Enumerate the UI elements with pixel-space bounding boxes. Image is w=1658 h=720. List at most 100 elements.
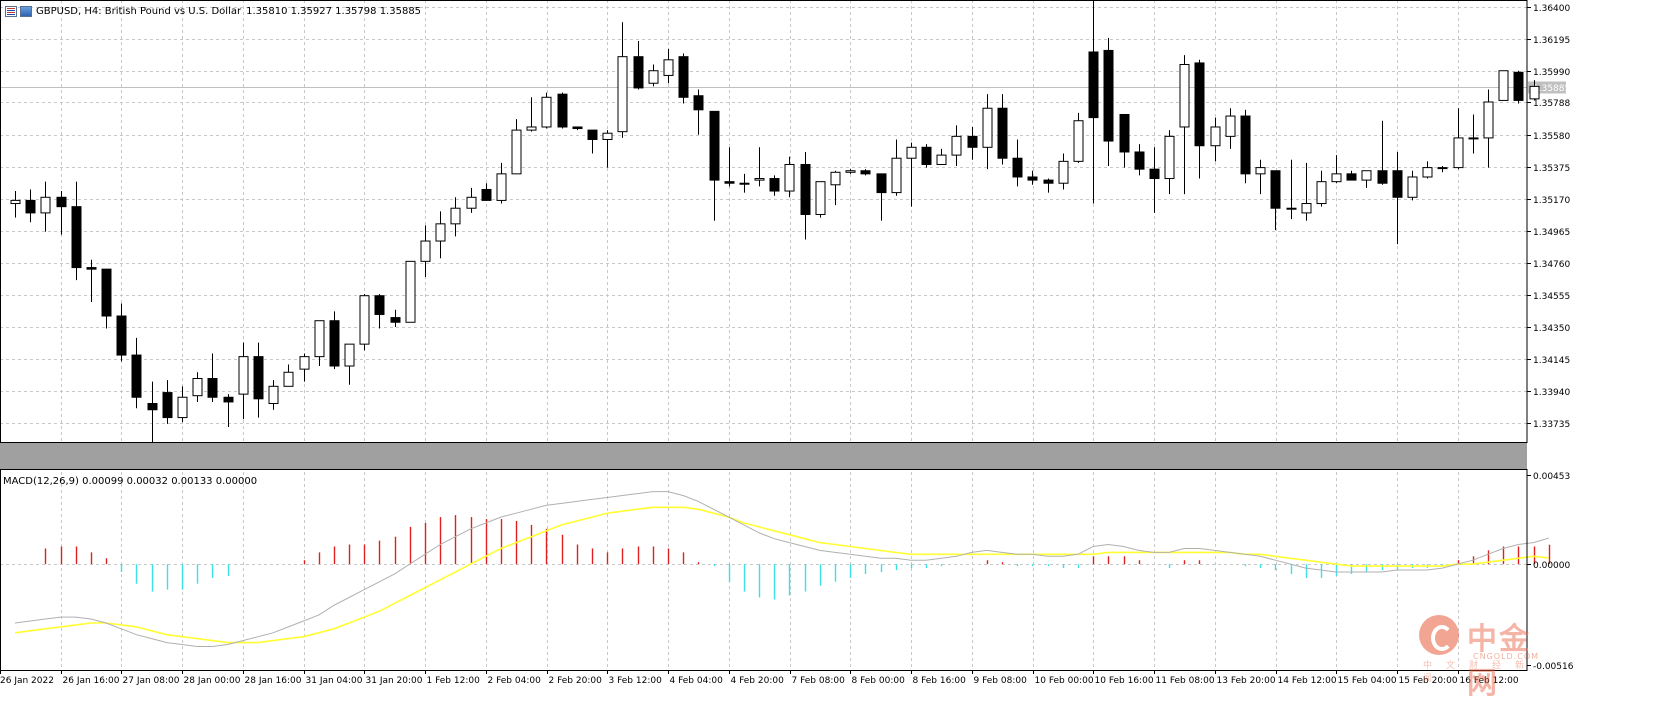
chart-window-icon[interactable] [5, 5, 17, 17]
candle-body [1377, 170, 1388, 184]
candle-body [1164, 135, 1175, 180]
time-tick-label: 26 Jan 2022 [0, 676, 54, 686]
chart-frames [0, 0, 1528, 671]
macd-label: MACD(12,26,9) 0.00099 0.00032 0.00133 0.… [3, 476, 258, 487]
price-tick-label: 1.36195 [1533, 36, 1570, 46]
macd-histogram [44, 515, 1551, 600]
candle-body [299, 356, 310, 370]
candle-body [784, 163, 795, 192]
candle-body [541, 96, 552, 128]
candle-body [116, 315, 127, 356]
candle-body [207, 378, 218, 398]
candle-body [800, 163, 811, 215]
candle-body [587, 129, 598, 140]
candle-body [268, 385, 279, 405]
candle-body [1073, 120, 1084, 162]
candle-body [982, 107, 993, 148]
candle-body [602, 132, 613, 140]
price-tick-label: 1.36400 [1533, 4, 1570, 14]
candle-body [496, 173, 507, 201]
candle-body [860, 170, 871, 175]
time-tick-label: 10 Feb 16:00 [1095, 676, 1154, 686]
time-axis: 26 Jan 2022 26 Jan 16:00 27 Jan 08:00 28 Ja… [0, 670, 1519, 686]
candle-body [1529, 85, 1540, 100]
candle-body [1301, 203, 1312, 214]
candle-body [101, 268, 112, 317]
candle-body [344, 343, 355, 367]
price-tick-label: 1.34965 [1533, 228, 1570, 238]
candle-body [1422, 167, 1433, 178]
time-tick-label: 2 Feb 04:00 [488, 676, 542, 686]
time-tick-label: 28 Jan 00:00 [184, 676, 241, 686]
candle-body [1513, 71, 1524, 101]
candle-body [1498, 70, 1509, 101]
candle-body [1361, 170, 1372, 181]
candle-body [663, 59, 674, 76]
macd-tick-label: -0.00516 [1533, 662, 1574, 672]
time-tick-label: 7 Feb 08:00 [792, 676, 846, 686]
chart-header: GBPUSD, H4: British Pound vs U.S. Dollar… [0, 4, 426, 18]
candle-body [754, 178, 765, 181]
time-tick-label: 8 Feb 00:00 [852, 676, 906, 686]
time-tick-label: 10 Feb 00:00 [1035, 676, 1094, 686]
candle-body [435, 223, 446, 242]
candle-body [1058, 160, 1069, 184]
candle-body [192, 378, 203, 397]
candle-body [1240, 115, 1251, 175]
candle-body [374, 295, 385, 315]
candle-body [997, 107, 1008, 159]
macd-axis: 0.00453 0.00000 -0.00516 [1527, 472, 1574, 672]
candle-body [526, 126, 537, 131]
candle-body [466, 196, 477, 209]
candle-body [511, 129, 522, 175]
candle-body [1286, 207, 1297, 210]
time-tick-label: 4 Feb 04:00 [670, 676, 724, 686]
time-tick-label: 16 Feb 12:00 [1460, 676, 1519, 686]
candle-body [1437, 167, 1448, 170]
candle-body [405, 260, 416, 323]
price-tick-label: 1.33735 [1533, 420, 1570, 430]
price-tick-label: 1.34350 [1533, 324, 1570, 334]
candle-body [314, 320, 325, 358]
candle-body [1225, 115, 1236, 137]
candle-body [1088, 51, 1099, 119]
candle-body [25, 199, 36, 214]
price-tick-label: 1.35170 [1533, 196, 1570, 206]
candle-body [693, 95, 704, 111]
candle-body [1027, 176, 1038, 181]
symbol-icon [20, 5, 32, 17]
candle-body [572, 126, 583, 130]
candle-body [71, 206, 82, 269]
candle-body [648, 70, 659, 84]
price-tick-label: 1.35375 [1533, 164, 1570, 174]
candle-body [739, 182, 750, 185]
time-tick-label: 15 Feb 04:00 [1338, 676, 1397, 686]
candlestick-series [10, 0, 1540, 445]
ohlc-values: 1.35810 1.35927 1.35798 1.35885 [246, 5, 422, 17]
time-tick-label: 27 Jan 08:00 [123, 676, 180, 686]
candle-body [967, 135, 978, 148]
price-tick-label: 1.35990 [1533, 68, 1570, 78]
candle-body [709, 110, 720, 181]
time-tick-label: 15 Feb 20:00 [1399, 676, 1458, 686]
candle-body [1134, 151, 1145, 170]
main-panel-frame [0, 0, 1528, 443]
candle-body [420, 240, 431, 262]
candle-body [56, 196, 67, 208]
candle-body [329, 320, 340, 367]
time-tick-label: 11 Feb 08:00 [1156, 676, 1215, 686]
macd-tick-label: 0.00000 [1533, 561, 1570, 571]
time-tick-label: 14 Feb 12:00 [1278, 676, 1337, 686]
candle-body [131, 354, 142, 398]
candle-body [830, 171, 841, 186]
macd-signal-line [14, 506, 1549, 644]
candle-body [1043, 179, 1054, 184]
candle-body [891, 157, 902, 194]
candle-body [283, 371, 294, 387]
candle-body [617, 56, 628, 133]
time-tick-label: 4 Feb 20:00 [731, 676, 785, 686]
candle-body [40, 196, 51, 214]
candle-body [1194, 62, 1205, 147]
